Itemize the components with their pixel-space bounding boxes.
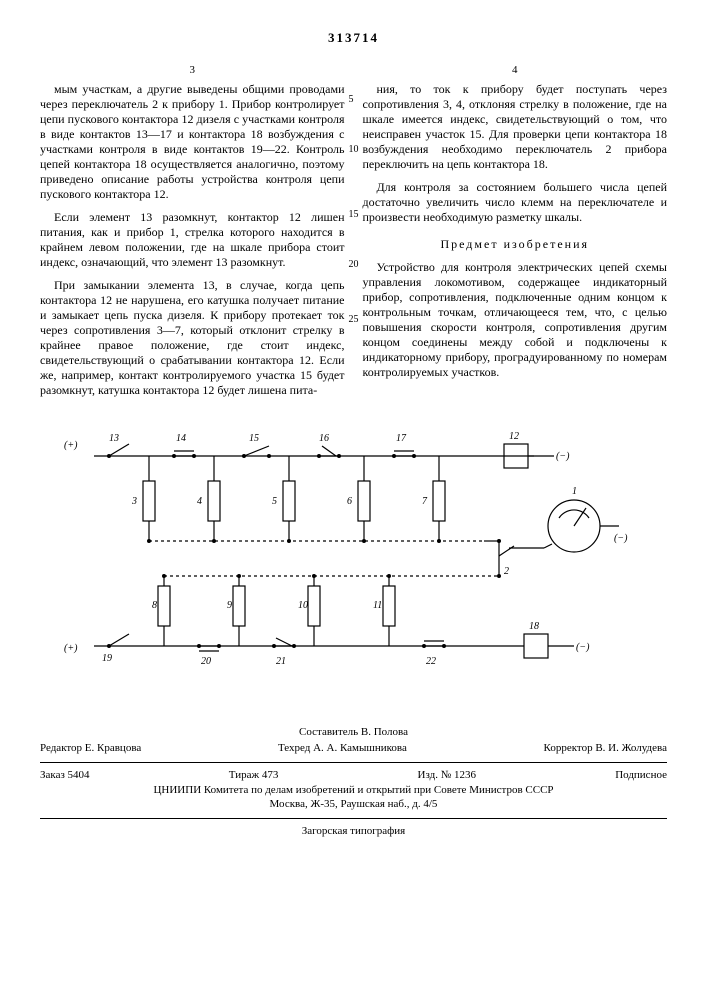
svg-text:14: 14 (176, 433, 186, 444)
footer-org2: Москва, Ж-35, Раушская наб., д. 4/5 (40, 798, 667, 812)
svg-text:10: 10 (298, 600, 308, 611)
label-18: 18 (529, 621, 539, 632)
section-title: Предмет изобретения (363, 237, 668, 252)
svg-text:21: 21 (276, 656, 286, 667)
footer-tech-editor: Техред А. А. Камышникова (278, 742, 407, 756)
right-column: 4 5 10 15 20 25 ния, то ток к прибору бу… (363, 64, 668, 406)
plus-label-bottom: (+) (64, 643, 78, 654)
svg-text:6: 6 (347, 496, 352, 507)
left-col-number: 3 (40, 64, 345, 78)
line-mark-15: 15 (349, 209, 359, 222)
label-13: 13 (109, 433, 119, 444)
svg-text:17: 17 (396, 433, 407, 444)
contact-22: 22 (422, 641, 446, 667)
footer-corrector: Корректор В. И. Жолудева (544, 742, 667, 756)
left-para-1: мым участкам, а другие выведены общими п… (40, 82, 345, 202)
contact-20: 20 (197, 644, 221, 667)
svg-text:7: 7 (422, 496, 428, 507)
minus-label-bottom: (−) (576, 642, 590, 653)
contact-16: 16 (317, 433, 341, 458)
line-mark-25: 25 (349, 314, 359, 327)
document-number: 313714 (40, 30, 667, 46)
footer-izd: Изд. № 1236 (418, 769, 476, 783)
svg-text:22: 22 (426, 656, 436, 667)
plus-label-top: (+) (64, 440, 78, 451)
label-12: 12 (509, 431, 519, 442)
contact-17: 17 (392, 433, 416, 458)
right-col-number: 4 (363, 64, 668, 78)
svg-text:5: 5 (272, 496, 277, 507)
svg-text:20: 20 (201, 656, 211, 667)
text-columns: 3 мым участкам, а другие выведены общими… (40, 64, 667, 406)
contact-15: 15 (242, 433, 271, 458)
svg-text:9: 9 (227, 600, 232, 611)
svg-text:11: 11 (373, 600, 382, 611)
footer-printing: Загорская типография (40, 825, 667, 839)
svg-text:4: 4 (197, 496, 202, 507)
line-mark-10: 10 (349, 144, 359, 157)
footer-subscription: Подписное (615, 769, 667, 783)
footer-editor: Редактор Е. Кравцова (40, 742, 141, 756)
svg-text:15: 15 (249, 433, 259, 444)
svg-text:16: 16 (319, 433, 329, 444)
footer-tirazh: Тираж 473 (229, 769, 279, 783)
line-mark-20: 20 (349, 259, 359, 272)
label-19: 19 (102, 653, 112, 664)
resistors-top: 3 4 5 6 7 (131, 456, 445, 541)
left-column: 3 мым участкам, а другие выведены общими… (40, 64, 345, 406)
contact-21: 21 (272, 638, 296, 667)
minus-label-top: (−) (556, 451, 570, 462)
contact-14: 14 (172, 433, 196, 458)
line-mark-5: 5 (349, 94, 354, 107)
footer-compiler: Составитель В. Полова (40, 726, 667, 740)
label-2: 2 (504, 566, 509, 577)
right-para-1: ния, то ток к прибору будет поступать че… (363, 82, 668, 172)
claim-text: Устройство для контроля электрических це… (363, 260, 668, 380)
svg-text:3: 3 (131, 496, 137, 507)
footer: Составитель В. Полова Редактор Е. Кравцо… (40, 726, 667, 839)
footer-org1: ЦНИИПИ Комитета по делам изобретений и о… (40, 784, 667, 798)
right-para-2: Для контроля за состоянием большего числ… (363, 180, 668, 225)
label-1: 1 (572, 486, 577, 497)
circuit-diagram: (+) 13 14 15 16 17 12 (−) 3 4 5 (54, 426, 654, 686)
minus-label-meter: (−) (614, 533, 628, 544)
resistors-bottom: 8 9 10 11 (152, 576, 395, 646)
svg-text:8: 8 (152, 600, 157, 611)
footer-order: Заказ 5404 (40, 769, 90, 783)
left-para-2: Если элемент 13 разомкнут, контактор 12 … (40, 210, 345, 270)
left-para-3: При замыкании элемента 13, в случае, ког… (40, 278, 345, 398)
